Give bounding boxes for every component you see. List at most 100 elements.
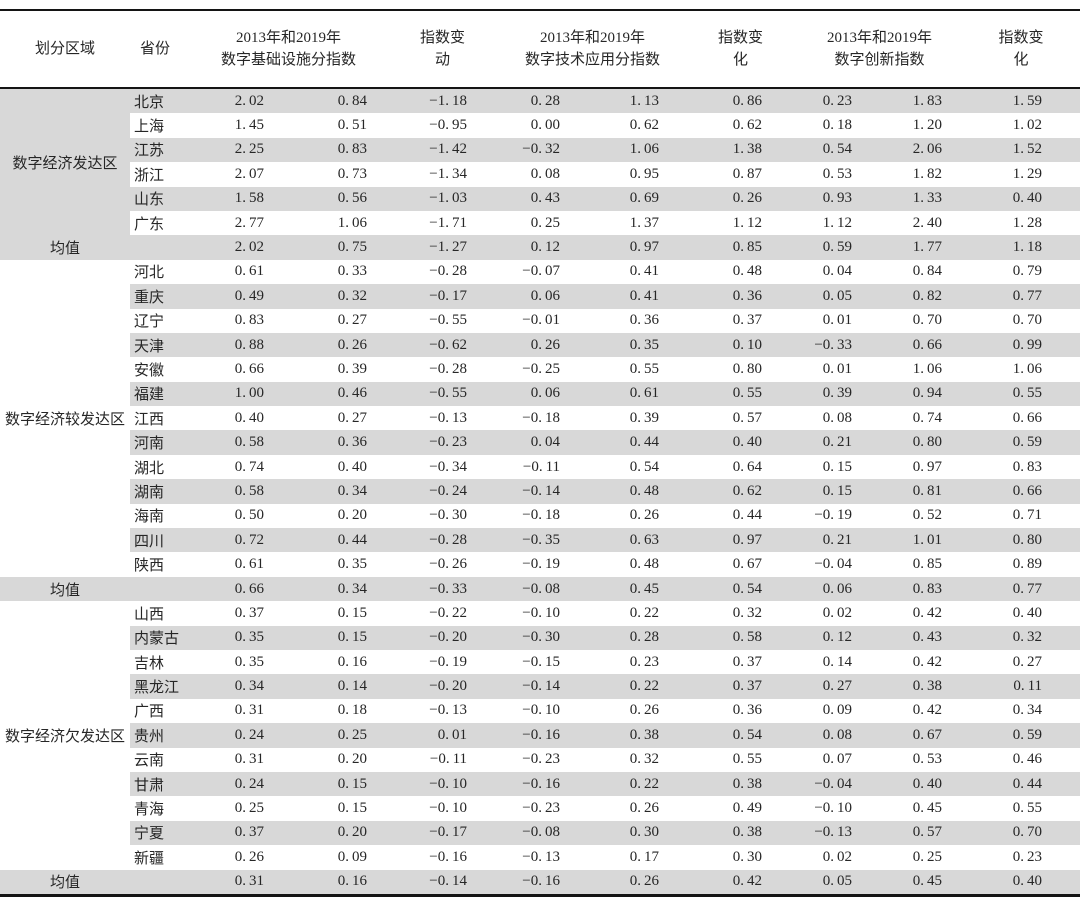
mean-value-cell: 0. 85 [732, 239, 763, 256]
value-cell: 0. 32 [337, 287, 368, 304]
value-cell: 0. 84 [912, 263, 943, 280]
value-cell: 2. 25 [234, 141, 264, 158]
value-cell: 0. 36 [732, 702, 763, 719]
value-cell: 0. 34 [337, 482, 368, 499]
value-cell: 0. 20 [337, 507, 368, 524]
value-cell: 0. 22 [629, 678, 660, 695]
header-province: 省份 [130, 10, 208, 89]
value-cell: 0. 32 [629, 751, 660, 768]
value-cell: 0. 40 [1012, 604, 1043, 621]
mean-row: 均值 0. 66 0. 34 −0. 33 −0. 08 0. 45 0. 54 0. 06 0… [0, 576, 1080, 602]
province-cell: 海南 [134, 509, 165, 526]
value-cell: −1. 03 [429, 190, 468, 207]
value-cell: −1. 71 [429, 214, 468, 231]
value-cell: −0. 16 [522, 775, 561, 792]
value-cell: 0. 81 [912, 482, 943, 499]
value-cell: 0. 44 [337, 531, 368, 548]
region-cell: 数字经济较发达区 [0, 259, 130, 577]
mean-value-cell: −0. 14 [429, 873, 468, 890]
value-cell: −0. 13 [429, 702, 468, 719]
province-row: 新疆 0. 26 0. 09 −0. 16 −0. 13 0. 17 0. 30 0. 02 0… [0, 845, 1080, 870]
value-cell: −0. 23 [429, 434, 468, 451]
province-cell: 贵州 [134, 728, 165, 745]
value-cell: 1. 13 [629, 92, 660, 109]
value-cell: 0. 61 [234, 263, 264, 280]
province-cell: 广东 [134, 216, 165, 233]
value-cell: 0. 64 [732, 458, 763, 475]
value-cell: 0. 62 [629, 117, 660, 134]
value-cell: 0. 39 [337, 360, 368, 377]
province-cell: 辽宁 [134, 314, 165, 331]
value-cell: 0. 93 [822, 190, 853, 207]
value-cell: 1. 00 [234, 385, 264, 402]
header-tech-line2: 数字技术应用分指数 [525, 52, 661, 68]
mean-value-cell: 0. 45 [912, 873, 943, 890]
value-cell: 0. 61 [629, 385, 660, 402]
province-row: 河南 0. 58 0. 36 −0. 23 0. 04 0. 44 0. 40 0. 21 0.… [0, 430, 1080, 455]
value-cell: −0. 11 [522, 458, 561, 475]
value-cell: 0. 41 [629, 287, 660, 304]
province-cell: 湖南 [134, 484, 165, 501]
value-cell: −0. 04 [814, 556, 853, 573]
value-cell: 0. 01 [437, 726, 468, 743]
mean-value-cell: 0. 40 [1012, 873, 1043, 890]
province-cell: 湖北 [134, 460, 165, 477]
province-cell: 江西 [134, 411, 165, 428]
value-cell: 0. 40 [234, 409, 264, 426]
value-cell: 0. 02 [822, 604, 853, 621]
value-cell: −0. 23 [522, 751, 561, 768]
value-cell: 1. 12 [732, 214, 763, 231]
value-cell: 0. 55 [732, 751, 763, 768]
value-cell: 2. 77 [234, 214, 264, 231]
value-cell: −0. 24 [429, 482, 468, 499]
province-row: 江苏 2. 25 0. 83 −1. 42 −0. 32 1. 06 1. 38 0. 54 2… [0, 137, 1080, 163]
value-cell: 0. 20 [337, 824, 368, 841]
header-innov-line2: 数字创新指数 [834, 52, 925, 68]
value-cell: 0. 46 [337, 385, 368, 402]
value-cell: 0. 08 [822, 409, 853, 426]
value-cell: −0. 10 [429, 800, 468, 817]
mean-value-cell: 0. 31 [234, 873, 264, 890]
value-cell: −0. 30 [522, 629, 561, 646]
value-cell: 0. 97 [732, 531, 763, 548]
value-cell: 0. 62 [732, 117, 763, 134]
region-cell: 数字经济欠发达区 [0, 601, 130, 870]
province-row: 四川 0. 72 0. 44 −0. 28 −0. 35 0. 63 0. 97 0. 21 1… [0, 528, 1080, 553]
value-cell: 0. 26 [337, 336, 368, 353]
mean-row-label: 均值 [49, 582, 80, 599]
header-innov-line1: 2013年和2019年 [827, 30, 933, 46]
province-cell: 江苏 [134, 143, 165, 160]
value-cell: 1. 59 [1012, 92, 1043, 109]
value-cell: 0. 42 [912, 604, 943, 621]
province-cell: 北京 [134, 94, 165, 111]
value-cell: 0. 40 [337, 458, 368, 475]
value-cell: 1. 28 [1012, 214, 1043, 231]
value-cell: 0. 69 [629, 190, 660, 207]
header-infra-line2: 数字基础设施分指数 [221, 52, 357, 68]
value-cell: 0. 46 [1012, 751, 1043, 768]
value-cell: 0. 31 [234, 751, 264, 768]
value-cell: 0. 44 [1012, 775, 1043, 792]
mean-row-empty-province-cell [130, 235, 208, 259]
mean-value-cell: 0. 12 [530, 239, 561, 256]
province-cell: 云南 [134, 753, 165, 770]
value-cell: 1. 12 [822, 214, 853, 231]
value-cell: 0. 73 [337, 165, 368, 182]
value-cell: −0. 07 [522, 263, 561, 280]
value-cell: 0. 26 [629, 507, 660, 524]
value-cell: 0. 26 [629, 800, 660, 817]
value-cell: 0. 58 [732, 629, 763, 646]
province-row: 广东 2. 77 1. 06 −1. 71 0. 25 1. 37 1. 12 1. 12 2.… [0, 210, 1080, 236]
value-cell: 0. 55 [629, 360, 660, 377]
value-cell: 1. 06 [912, 360, 943, 377]
mean-value-cell: 0. 05 [822, 873, 853, 890]
mean-value-cell: −0. 08 [522, 580, 561, 597]
value-cell: 0. 02 [822, 848, 853, 865]
header-infra-line1: 2013年和2019年 [236, 30, 342, 46]
value-cell: 0. 44 [732, 507, 763, 524]
value-cell: 0. 04 [822, 263, 853, 280]
mean-value-cell: 0. 59 [822, 239, 853, 256]
value-cell: 0. 34 [1012, 702, 1043, 719]
value-cell: 0. 38 [732, 824, 763, 841]
